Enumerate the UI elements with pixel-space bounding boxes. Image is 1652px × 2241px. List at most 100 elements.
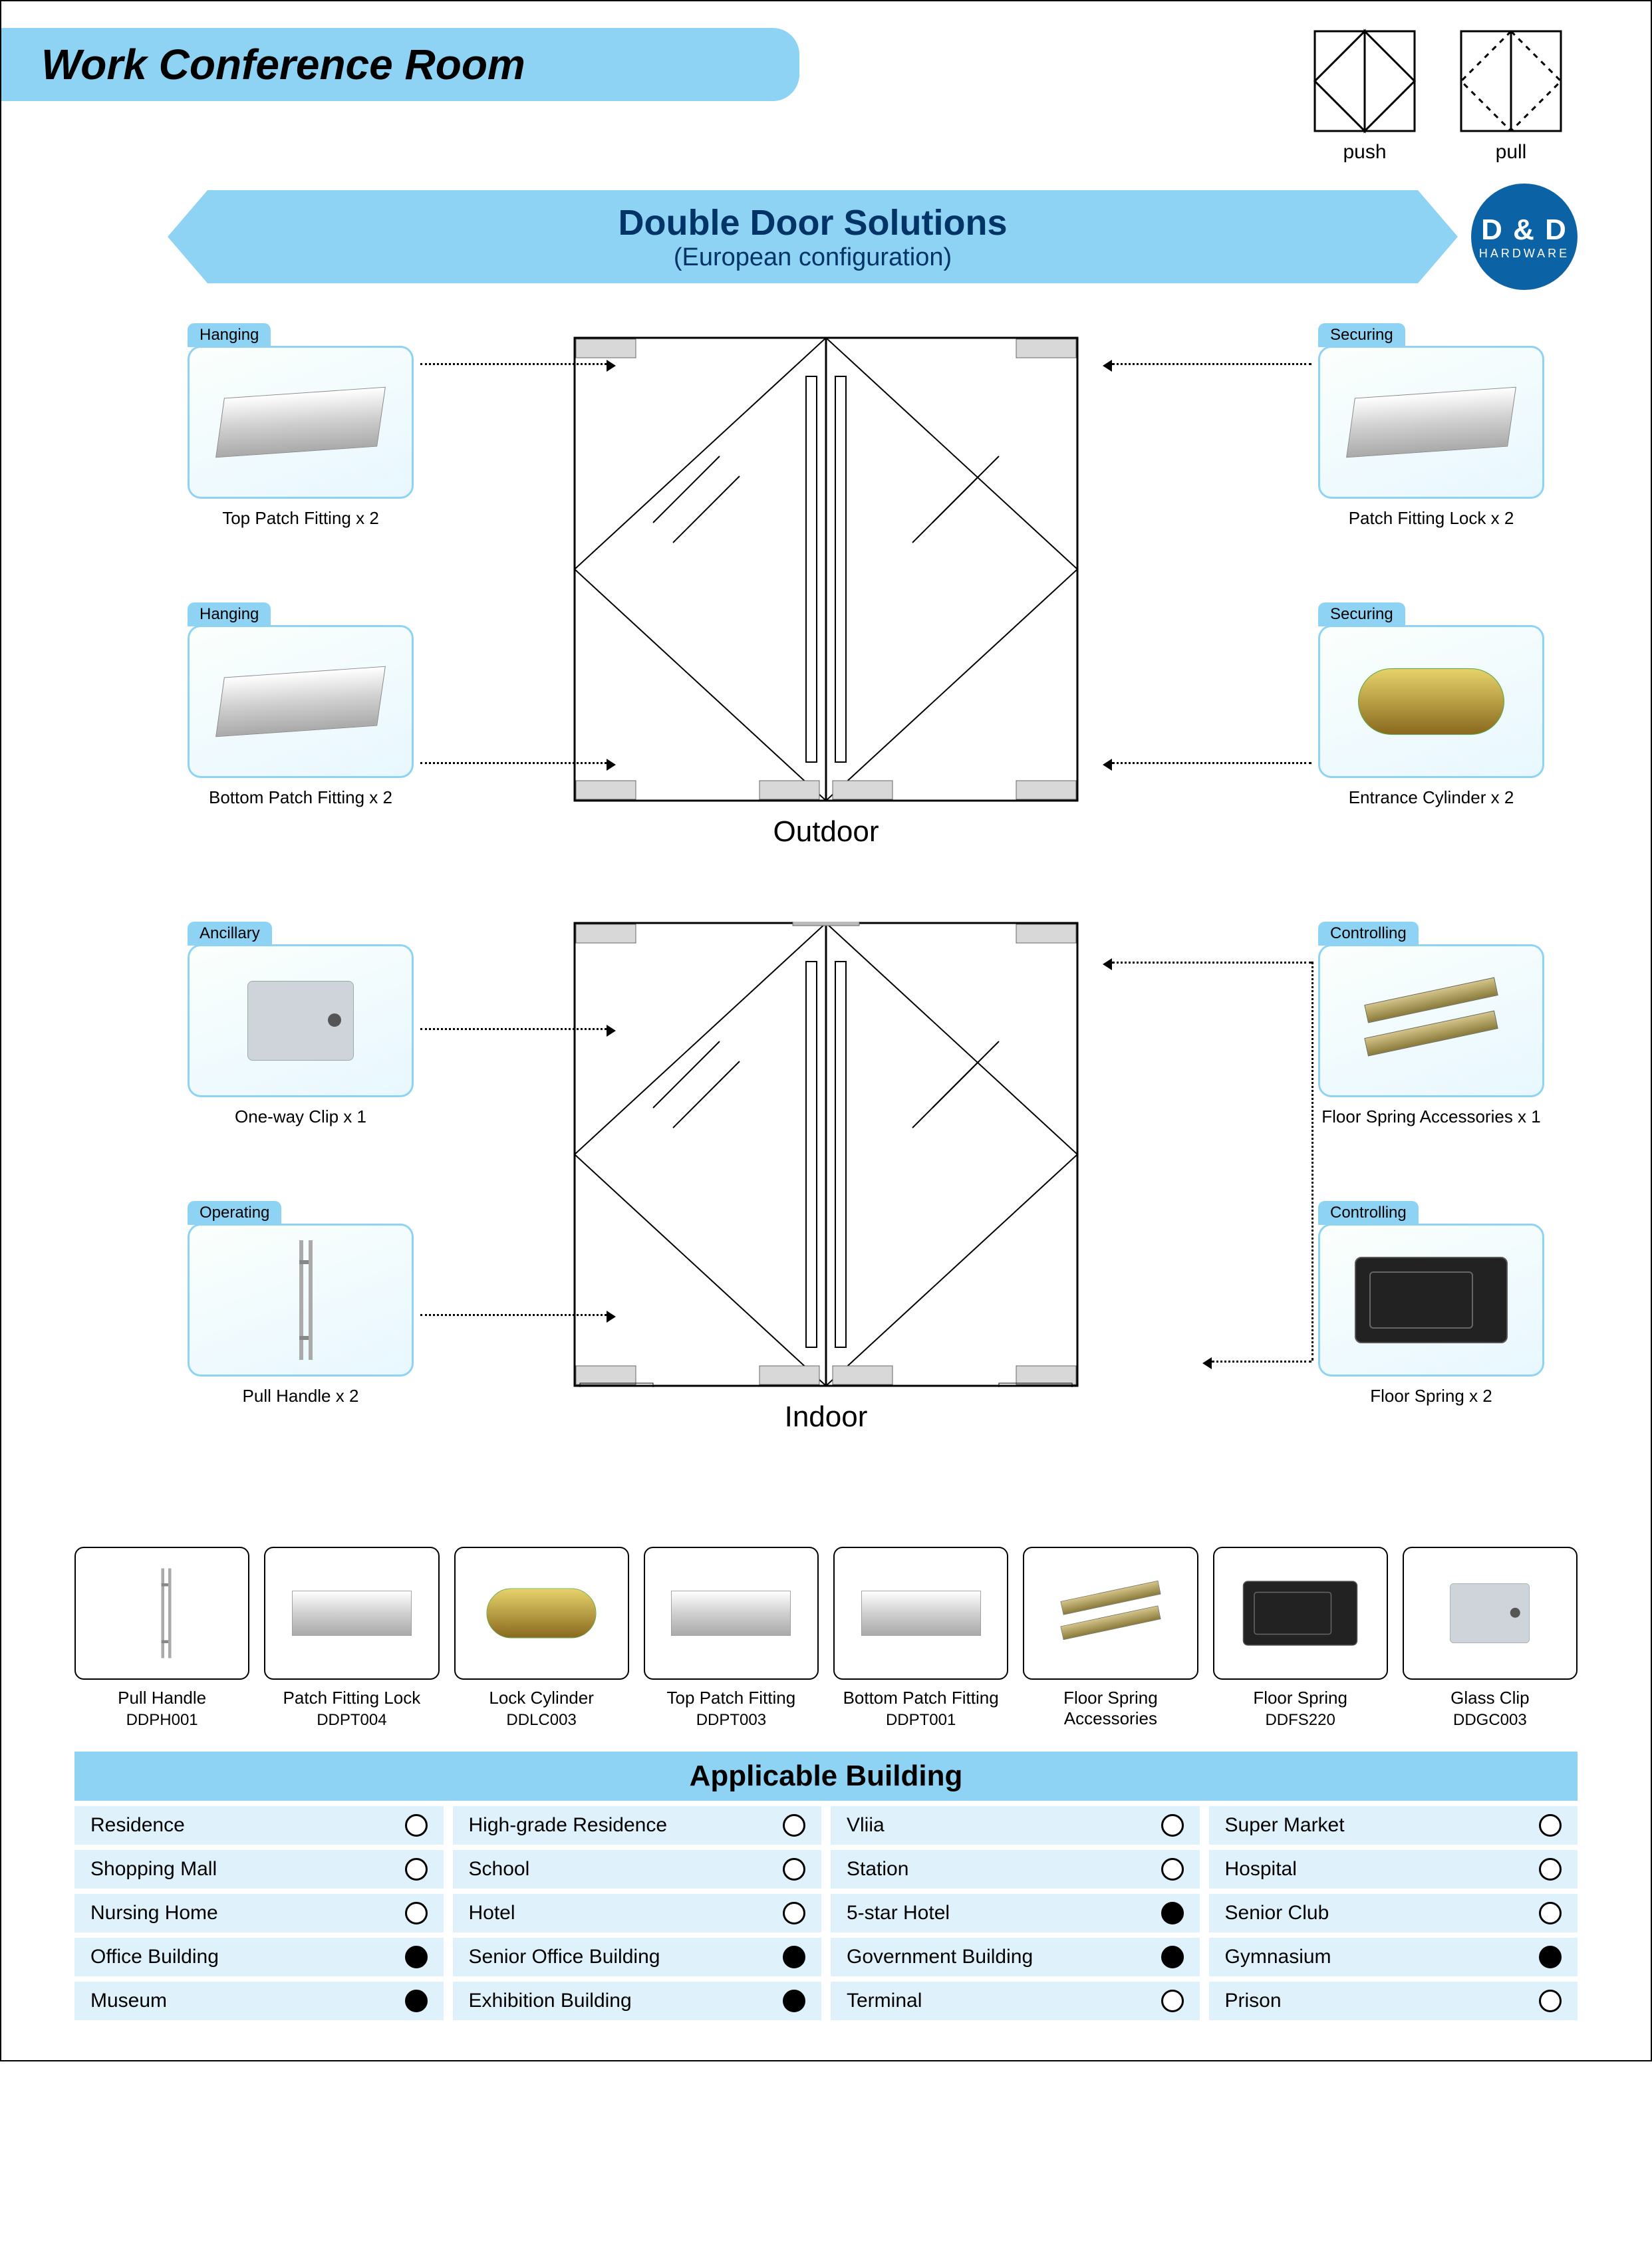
- hw-label: Top Patch Fitting x 2: [188, 508, 414, 529]
- applicable-gymnasium[interactable]: Gymnasium: [1209, 1938, 1578, 1976]
- product-name: Floor Spring: [1213, 1688, 1388, 1708]
- hw-tag: Securing: [1318, 323, 1405, 347]
- applicable-label: Hotel: [469, 1902, 515, 1924]
- applicable-station[interactable]: Station: [831, 1850, 1200, 1889]
- applicable-residence[interactable]: Residence: [74, 1806, 444, 1845]
- product-code: DDPT004: [264, 1711, 439, 1730]
- radio-icon: [405, 1814, 428, 1837]
- pull-icon: [1458, 28, 1564, 134]
- radio-icon: [1161, 1814, 1184, 1837]
- hw-tag: Controlling: [1318, 1201, 1419, 1225]
- brand-line1: D & D: [1481, 213, 1568, 247]
- applicable-label: Prison: [1225, 1990, 1282, 2012]
- product-image: [1403, 1547, 1578, 1680]
- applicable-building: Applicable Building ResidenceHigh-grade …: [74, 1752, 1578, 2020]
- applicable-terminal[interactable]: Terminal: [831, 1982, 1200, 2020]
- applicable-nursing-home[interactable]: Nursing Home: [74, 1894, 444, 1932]
- applicable-prison[interactable]: Prison: [1209, 1982, 1578, 2020]
- pull-label: pull: [1458, 141, 1564, 164]
- hw-card-top_patch: Hanging Top Patch Fitting x 2: [188, 323, 414, 529]
- connector: [420, 363, 607, 365]
- hw-card-entrance_cyl: SecuringEntrance Cylinder x 2: [1318, 602, 1544, 808]
- applicable-high-grade-residence[interactable]: High-grade Residence: [453, 1806, 822, 1845]
- applicable-exhibition-building[interactable]: Exhibition Building: [453, 1982, 822, 2020]
- radio-icon: [1539, 1814, 1562, 1837]
- ribbon: Double Door Solutions (European configur…: [207, 184, 1578, 290]
- hw-card-one_way: AncillaryOne-way Clip x 1: [188, 922, 414, 1127]
- applicable-label: School: [469, 1858, 530, 1881]
- applicable-label: Museum: [90, 1990, 167, 2012]
- product-name: Bottom Patch Fitting: [833, 1688, 1008, 1708]
- hw-tag: Controlling: [1318, 922, 1419, 946]
- ribbon-title: Double Door Solutions: [619, 202, 1008, 243]
- applicable-museum[interactable]: Museum: [74, 1982, 444, 2020]
- radio-icon: [1161, 1858, 1184, 1881]
- ribbon-subtitle: (European configuration): [674, 243, 952, 272]
- hw-image: [1318, 346, 1544, 499]
- hw-image: [1318, 944, 1544, 1097]
- connector: [1112, 363, 1311, 365]
- hw-card-bot_patch: HangingBottom Patch Fitting x 2: [188, 602, 414, 808]
- radio-icon: [1161, 1946, 1184, 1968]
- indoor-label: Indoor: [573, 1400, 1079, 1434]
- applicable-label: Station: [847, 1858, 908, 1881]
- product-image: [644, 1547, 819, 1680]
- product-image: [264, 1547, 439, 1680]
- indoor-door-icon: [573, 922, 1079, 1387]
- brand-badge: D & D HARDWARE: [1471, 184, 1578, 290]
- radio-icon: [783, 1902, 805, 1924]
- connector: [1112, 762, 1311, 764]
- connector: [1212, 1361, 1311, 1363]
- hw-image: [188, 625, 414, 778]
- indoor-door: Indoor: [573, 922, 1079, 1434]
- hw-image: [188, 944, 414, 1097]
- header-row: Work Conference Room push pull: [35, 28, 1617, 164]
- applicable-title: Applicable Building: [74, 1752, 1578, 1801]
- radio-icon: [405, 1946, 428, 1968]
- hw-card-floor_acc: ControllingFloor Spring Accessories x 1: [1318, 922, 1544, 1127]
- applicable-label: Nursing Home: [90, 1902, 218, 1924]
- product-image: [454, 1547, 629, 1680]
- applicable-school[interactable]: School: [453, 1850, 822, 1889]
- hw-tag: Ancillary: [188, 922, 272, 946]
- applicable-vliia[interactable]: Vliia: [831, 1806, 1200, 1845]
- applicable-label: Government Building: [847, 1946, 1033, 1968]
- applicable-office-building[interactable]: Office Building: [74, 1938, 444, 1976]
- applicable-super-market[interactable]: Super Market: [1209, 1806, 1578, 1845]
- product-image: [1213, 1547, 1388, 1680]
- radio-icon: [783, 1990, 805, 2012]
- product-floor-spring-accessories: Floor Spring Accessories: [1023, 1547, 1198, 1732]
- hw-image: [1318, 1224, 1544, 1377]
- applicable-hospital[interactable]: Hospital: [1209, 1850, 1578, 1889]
- radio-icon: [783, 1858, 805, 1881]
- radio-icon: [405, 1858, 428, 1881]
- connector: [420, 762, 607, 764]
- applicable-hotel[interactable]: Hotel: [453, 1894, 822, 1932]
- product-code: DDFS220: [1213, 1711, 1388, 1730]
- hw-tag: Securing: [1318, 602, 1405, 626]
- radio-icon: [405, 1990, 428, 2012]
- applicable-5-star-hotel[interactable]: 5-star Hotel: [831, 1894, 1200, 1932]
- hw-label: Pull Handle x 2: [188, 1386, 414, 1406]
- applicable-government-building[interactable]: Government Building: [831, 1938, 1200, 1976]
- applicable-label: Terminal: [847, 1990, 922, 2012]
- diagram-area: Outdoor Indoor Hanging Top Patch Fitting …: [74, 323, 1578, 1520]
- product-floor-spring: Floor Spring DDFS220: [1213, 1547, 1388, 1732]
- hw-tag: Operating: [188, 1201, 281, 1225]
- hw-image: [188, 1224, 414, 1377]
- hw-tag: Hanging: [188, 323, 271, 347]
- product-pull-handle: Pull HandleDDPH001: [74, 1547, 249, 1732]
- hw-tag: Hanging: [188, 602, 271, 626]
- applicable-label: Senior Club: [1225, 1902, 1329, 1924]
- connector: [1112, 962, 1311, 964]
- hw-image: [1318, 625, 1544, 778]
- applicable-label: Super Market: [1225, 1814, 1345, 1837]
- applicable-senior-club[interactable]: Senior Club: [1209, 1894, 1578, 1932]
- outdoor-door: Outdoor: [573, 336, 1079, 849]
- hw-card-floor_spring: ControllingFloor Spring x 2: [1318, 1201, 1544, 1406]
- applicable-label: 5-star Hotel: [847, 1902, 950, 1924]
- radio-icon: [1539, 1946, 1562, 1968]
- applicable-senior-office-building[interactable]: Senior Office Building: [453, 1938, 822, 1976]
- applicable-shopping-mall[interactable]: Shopping Mall: [74, 1850, 444, 1889]
- applicable-label: Gymnasium: [1225, 1946, 1331, 1968]
